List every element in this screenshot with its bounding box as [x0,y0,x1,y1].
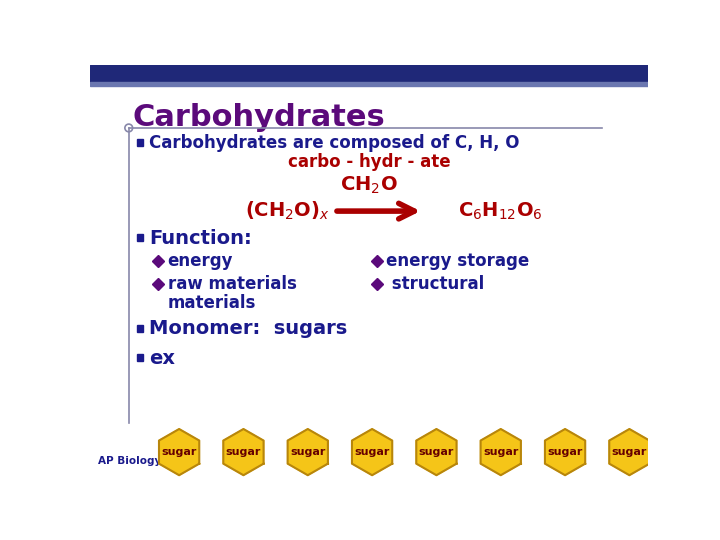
Bar [137,325,143,332]
Bar [90,82,648,86]
Bar [137,234,143,241]
Text: energy: energy [168,252,233,270]
Text: sugar: sugar [547,447,582,457]
Text: carbo - hydr - ate: carbo - hydr - ate [288,153,450,171]
Text: sugar: sugar [226,447,261,457]
Text: sugar: sugar [161,447,197,457]
Bar [137,139,143,146]
Text: Monomer:  sugars: Monomer: sugars [149,320,347,339]
Text: Function:: Function: [149,228,252,247]
Polygon shape [481,429,521,475]
Bar [137,354,143,361]
Text: CH$_2$O: CH$_2$O [340,175,398,197]
Text: sugar: sugar [290,447,325,457]
Polygon shape [159,429,199,475]
Text: AP Biology: AP Biology [98,456,161,467]
Text: C$_6$H$_{12}$O$_6$: C$_6$H$_{12}$O$_6$ [459,200,543,222]
Polygon shape [223,429,264,475]
Text: structural: structural [386,275,485,293]
Polygon shape [416,429,456,475]
Text: sugar: sugar [483,447,518,457]
Bar [90,65,648,82]
Polygon shape [545,429,585,475]
Polygon shape [609,429,649,475]
Text: Carbohydrates are composed of C, H, O: Carbohydrates are composed of C, H, O [149,133,519,152]
Text: sugar: sugar [354,447,390,457]
Text: energy storage: energy storage [386,252,529,270]
Text: Carbohydrates: Carbohydrates [132,103,385,132]
Text: ex: ex [149,349,175,368]
Text: sugar: sugar [419,447,454,457]
Text: raw materials: raw materials [168,275,297,293]
Polygon shape [287,429,328,475]
Text: (CH$_2$O)$_x$: (CH$_2$O)$_x$ [246,200,330,222]
Text: sugar: sugar [612,447,647,457]
Polygon shape [352,429,392,475]
Text: materials: materials [168,294,256,313]
